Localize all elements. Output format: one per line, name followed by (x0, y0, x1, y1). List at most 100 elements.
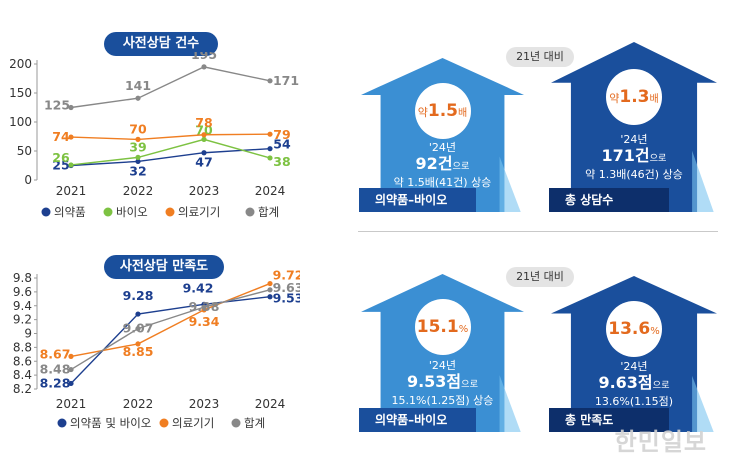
data-label: 9.63 (273, 280, 300, 295)
data-label: 26 (52, 150, 70, 165)
data-point (68, 380, 74, 387)
legend-label: 바이오 (116, 205, 148, 219)
data-point (201, 132, 207, 138)
badge-value: 1.5 (427, 100, 459, 121)
data-point (135, 95, 141, 101)
data-label: 38 (273, 154, 290, 169)
data-point (267, 155, 273, 161)
data-label: 47 (195, 155, 212, 170)
y-tick-label: 8.2 (13, 382, 32, 396)
y-tick-label: 9.6 (13, 285, 32, 299)
data-label: 9.72 (273, 268, 300, 283)
data-point (68, 134, 74, 140)
increase-text: 15.1%(1.25점) 상승 (391, 393, 494, 407)
data-label: 70 (195, 122, 213, 137)
arrow-label: 의약품–바이오 (359, 408, 477, 432)
x-tick-label: 2023 (189, 184, 220, 198)
data-label: 8.85 (123, 344, 154, 359)
badge-value: 1.3 (619, 87, 650, 108)
data-label: 9.07 (123, 321, 154, 336)
data-label: 79 (273, 127, 290, 142)
growth-badge: 약1.3배 (606, 69, 662, 126)
result-suffix: 으로 (461, 378, 479, 390)
data-point (68, 353, 74, 359)
chart1-title: 사전상담 건수 (104, 32, 218, 56)
y-tick-label: 9.4 (13, 299, 32, 313)
legend-label: 합계 (244, 416, 265, 430)
section-divider (358, 231, 718, 232)
y-tick-label: 9.8 (13, 271, 32, 285)
data-point (135, 136, 141, 142)
x-tick-label: 2023 (189, 397, 220, 411)
data-point (201, 136, 207, 142)
y-tick-label: 0 (24, 173, 32, 187)
series-line (70, 138, 271, 166)
data-point (135, 154, 141, 160)
series-line (70, 289, 271, 371)
arrow-description: '24년 92건으로 약 1.5배(41건) 상승 (381, 140, 505, 191)
data-point (267, 131, 273, 137)
legend-marker (159, 418, 169, 428)
legend-marker (103, 207, 113, 217)
data-point (267, 280, 273, 287)
data-point (267, 146, 273, 152)
data-label: 39 (129, 139, 146, 154)
increase-text: 약 1.3배(46건) 상승 (585, 168, 683, 182)
data-label: 9.34 (189, 314, 220, 329)
year-label: '24년 (620, 133, 648, 147)
legend-label: 의약품 (54, 205, 86, 219)
result-value: 171건 (601, 146, 650, 166)
series-line (70, 147, 271, 167)
badge-prefix: 약 (609, 92, 620, 106)
arrow-label: 총 상담수 (549, 188, 669, 212)
data-label: 32 (129, 163, 146, 178)
legend-marker (165, 207, 175, 217)
result-suffix: 으로 (649, 153, 667, 165)
watermark-logo: 한민일보 (614, 428, 707, 456)
data-point (267, 294, 273, 300)
increase-text: 13.6%(1.15점) (594, 394, 674, 408)
y-tick-label: 8.4 (13, 368, 32, 382)
arrow-label: 총 만족도 (549, 408, 669, 432)
badge-unit: 배 (458, 107, 468, 119)
year-label: '24년 (620, 359, 648, 373)
data-label: 74 (52, 129, 70, 144)
badge-prefix: 약 (417, 105, 428, 119)
badge-value: 15.1 (416, 317, 459, 338)
data-label: 125 (44, 98, 70, 113)
y-tick-label: 100 (9, 115, 32, 129)
result-suffix: 으로 (452, 160, 470, 172)
badge-unit: % (458, 324, 469, 336)
data-point (135, 341, 141, 347)
data-label: 9.53 (273, 291, 300, 306)
data-point (68, 366, 74, 373)
data-label: 9.38 (189, 299, 220, 314)
data-point (267, 287, 273, 293)
data-point (68, 162, 74, 168)
y-tick-label: 150 (9, 86, 32, 100)
year-label: '24년 (428, 358, 457, 372)
data-label: 70 (129, 121, 147, 136)
arrow-shape (551, 42, 717, 212)
x-tick-label: 2022 (123, 397, 154, 411)
result-suffix: 으로 (652, 379, 670, 391)
legend-label: 의약품 및 바이오 (70, 416, 151, 430)
x-tick-label: 2024 (255, 184, 286, 198)
y-tick-label: 8.6 (13, 354, 32, 368)
y-tick-label: 9 (24, 327, 32, 341)
y-tick-label: 200 (9, 57, 32, 71)
arrow-description: '24년 9.53점으로 15.1%(1.25점) 상승 (381, 358, 505, 409)
series-line (70, 66, 271, 109)
series-line (70, 296, 271, 384)
growth-badge: 13.6% (606, 300, 662, 357)
badge-unit: 배 (649, 94, 659, 106)
legend-label: 의료기기 (172, 416, 214, 430)
satisfaction-chart: 8.28.48.68.899.29.49.69.8 2021 2022 2023 202… (13, 268, 300, 430)
data-label: 171 (273, 73, 299, 88)
arrow-accent (499, 156, 521, 212)
data-point (135, 158, 141, 165)
consult-count-chart: 0 50 100 150 200 2021 2022 2023 2024 25 32 47 54 26 39… (9, 52, 299, 219)
y-tick-label: 9.2 (13, 313, 32, 327)
data-label: 54 (273, 137, 291, 152)
